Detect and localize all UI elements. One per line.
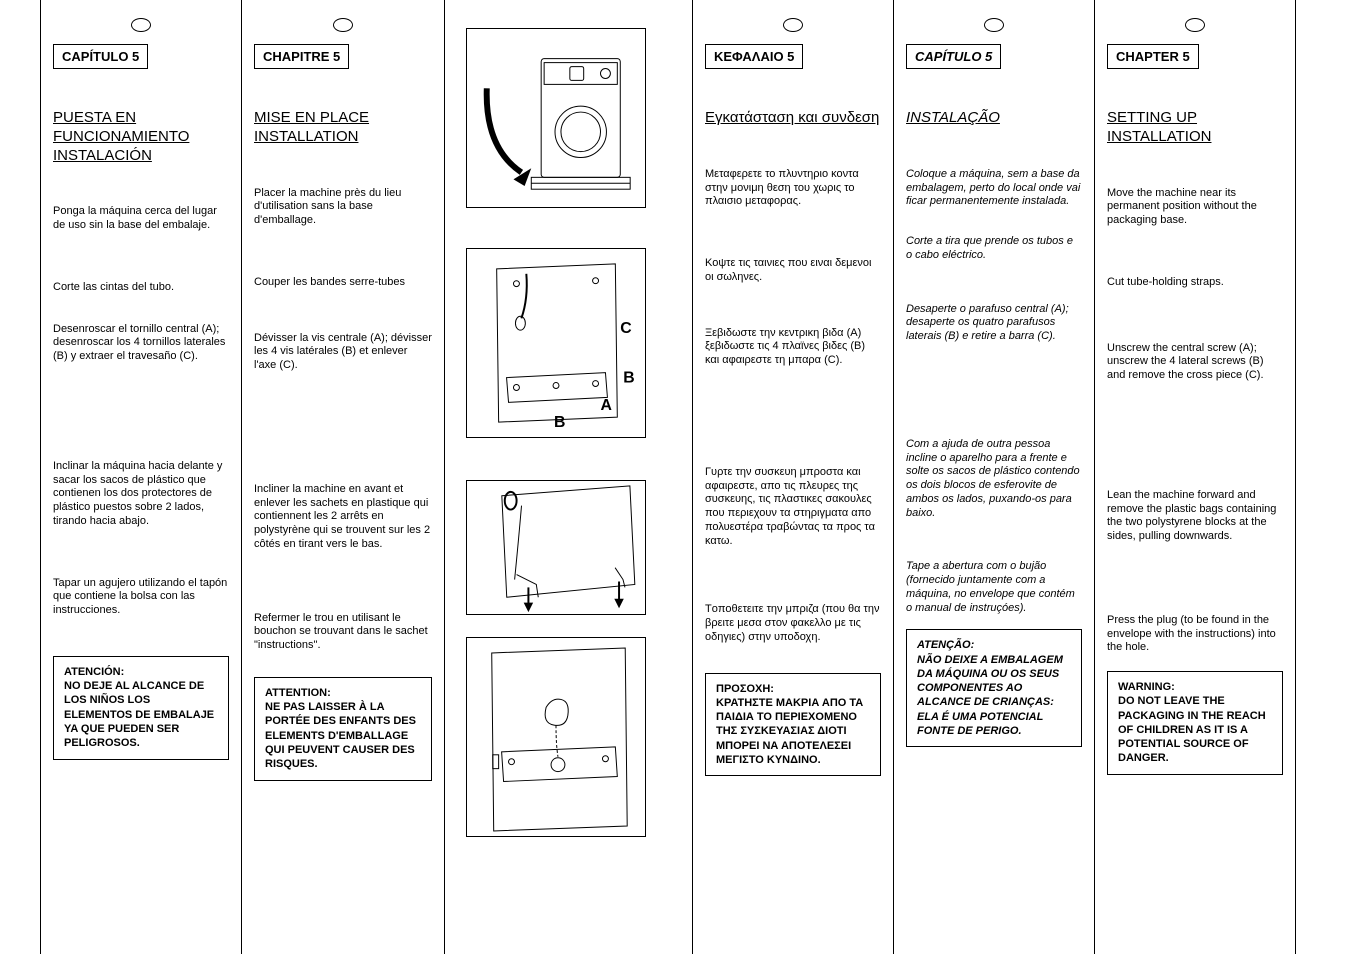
warning-box: ΠΡΟΣΟΧΗ:ΚΡΑΤΗΣΤΕ ΜΑΚΡΙΑ ΑΠΟ ΤΑ ΠΑΙΔΙΑ ΤΟ… [705, 673, 881, 777]
paragraph: Cut tube-holding straps. [1107, 276, 1283, 290]
column-es: CAPÍTULO 5 PUESTA EN FUNCIONAMIENTO INST… [40, 0, 242, 954]
warning-box: ATENCIÓN:NO DEJE AL ALCANCE DE LOS NIÑOS… [53, 656, 229, 760]
paragraph: Coloque a máquina, sem a base da embalag… [906, 168, 1082, 209]
paragraph: Couper les bandes serre-tubes [254, 276, 432, 290]
punch-hole [333, 18, 353, 32]
paragraph: Press the plug (to be found in the envel… [1107, 614, 1283, 655]
column-en: CHAPTER 5 SETTING UP INSTALLATION Move t… [1094, 0, 1296, 954]
section-title: PUESTA EN FUNCIONAMIENTO INSTALACIÓN [53, 109, 229, 165]
paragraph: Desaperte o parafuso central (A); desape… [906, 303, 1082, 344]
paragraph: Unscrew the central screw (A); unscrew t… [1107, 342, 1283, 383]
page-container: CAPÍTULO 5 PUESTA EN FUNCIONAMIENTO INST… [0, 0, 1351, 954]
paragraph: Placer la machine près du lieu d'utilisa… [254, 187, 432, 228]
paragraph: Tape a abertura com o bujão (fornecido j… [906, 560, 1082, 615]
punch-hole [984, 18, 1004, 32]
paragraph: Μεταφερετε το πλυντηριο κοντα στην μονιμ… [705, 168, 881, 209]
paragraph: Corte las cintas del tubo. [53, 281, 229, 295]
paragraph: Lean the machine forward and remove the … [1107, 489, 1283, 544]
illustration-remove-bags [466, 480, 646, 615]
chapter-label: CHAPITRE 5 [254, 44, 349, 69]
chapter-label: KΕΦΑΛΑΙΟ 5 [705, 44, 803, 69]
label-a: A [601, 397, 612, 414]
label-b-bottom: B [554, 414, 565, 431]
punch-hole [1185, 18, 1205, 32]
punch-hole [131, 18, 151, 32]
chapter-label: CAPÍTULO 5 [53, 44, 148, 69]
warning-box: ATENÇÃO:NÃO DEIXE A EMBALAGEM DA MÁQUINA… [906, 629, 1082, 747]
illustration-plug-hole [466, 637, 646, 837]
paragraph: Inclinar la máquina hacia delante y saca… [53, 460, 229, 529]
column-el: KΕΦΑΛΑΙΟ 5 Εγκατάσταση και συνδεση Μεταφ… [692, 0, 894, 954]
illustration-back-panel: C B A B [466, 248, 646, 438]
column-pt: CAPÍTULO 5 INSTALAÇÃO Coloque a máquina,… [893, 0, 1095, 954]
label-b: B [623, 370, 634, 387]
warning-box: ATTENTION:NE PAS LAISSER À LA PORTÉE DES… [254, 677, 432, 781]
section-title: INSTALAÇÃO [906, 109, 1082, 128]
label-c: C [620, 320, 631, 337]
paragraph: Ξεβιδωστε την κεντρικη βιδα (A) ξεβιδωστ… [705, 327, 881, 368]
paragraph: Κοψτε τις ταινιες που ειναι δεμενοι οι σ… [705, 257, 881, 285]
paragraph: Incliner la machine en avant et enlever … [254, 483, 432, 552]
section-title: MISE EN PLACE INSTALLATION [254, 109, 432, 147]
chapter-label: CHAPTER 5 [1107, 44, 1199, 69]
paragraph: Move the machine near its permanent posi… [1107, 187, 1283, 228]
paragraph: Corte a tira que prende os tubos e o cab… [906, 235, 1082, 263]
paragraph: Com a ajuda de outra pessoa incline o ap… [906, 438, 1082, 521]
punch-hole [783, 18, 803, 32]
paragraph: Tapar un agujero utilizando el tapón que… [53, 577, 229, 618]
paragraph: Refermer le trou en utilisant le bouchon… [254, 612, 432, 653]
paragraph: Desenroscar el tornillo central (A); des… [53, 323, 229, 364]
column-illustrations: C B A B [445, 0, 667, 954]
paragraph: Ponga la máquina cerca del lugar de uso … [53, 205, 229, 233]
section-title: SETTING UP INSTALLATION [1107, 109, 1283, 147]
paragraph: Dévisser la vis centrale (A); dévisser l… [254, 332, 432, 373]
column-fr: CHAPITRE 5 MISE EN PLACE INSTALLATION Pl… [241, 0, 445, 954]
section-title: Εγκατάσταση και συνδεση [705, 109, 881, 128]
warning-box: WARNING:DO NOT LEAVE THE PACKAGING IN TH… [1107, 671, 1283, 775]
paragraph: Γυρτε την συσκευη μπροστα και αφαιρεστε,… [705, 466, 881, 549]
illustration-machine-pallet [466, 28, 646, 208]
chapter-label: CAPÍTULO 5 [906, 44, 1001, 69]
paragraph: Τoπoθετειτε την μπριζα (που θα την βρειτ… [705, 603, 881, 644]
